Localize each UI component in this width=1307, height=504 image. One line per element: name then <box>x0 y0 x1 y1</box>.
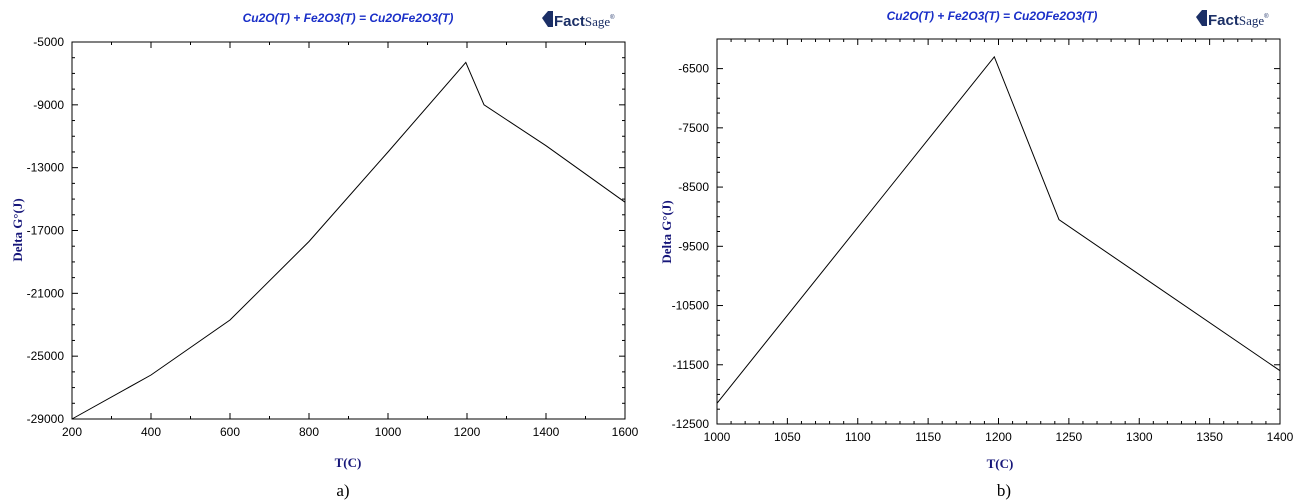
chart-b-title: Cu2O(T) + Fe2O3(T) = Cu2OFe2O3(T) <box>887 9 1098 23</box>
chart-a-y-tick-label: -13000 <box>27 161 65 175</box>
chart-b-x-tick-label: 1200 <box>985 430 1012 444</box>
chart-b-y-tick-label: -11500 <box>673 358 710 372</box>
chart-b-y-axis-label: Delta G°(J) <box>659 200 674 263</box>
chart-a-y-tick-label: -21000 <box>27 286 65 300</box>
chart-a-x-tick-label: 200 <box>62 425 82 439</box>
chart-b-x-tick-label: 1150 <box>915 430 941 444</box>
chart-a-y-tick-label: -17000 <box>27 224 65 238</box>
chart-a-logo: FactSage® <box>542 11 615 30</box>
chart-b-x-tick-label: 1350 <box>1196 430 1223 444</box>
chart-b-panel-label: b) <box>997 481 1011 500</box>
chart-a-x-tick-label: 1200 <box>454 425 481 439</box>
chart-a-series-line <box>71 61 626 420</box>
chart-a-x-tick-label: 800 <box>299 425 319 439</box>
chart-a-x-tick-label: 600 <box>220 425 240 439</box>
chart-b-x-tick-label: 1400 <box>1267 430 1294 444</box>
chart-a-y-tick-label: -25000 <box>27 349 65 363</box>
chart-b-x-axis-label: T(C) <box>987 456 1014 471</box>
chart-b-y-tick-label: -6500 <box>678 62 709 76</box>
factsage-logo-icon <box>1196 10 1207 26</box>
chart-a-y-tick-label: -29000 <box>27 412 65 426</box>
chart-a-x-tick-label: 400 <box>141 425 161 439</box>
chart-a-x-tick-labels: 200 400 600 800 1000 1200 1400 1600 <box>62 425 639 439</box>
factsage-logo-icon <box>542 11 553 27</box>
chart-b-x-tick-label: 1100 <box>845 430 871 444</box>
chart-b-x-tick-label: 1300 <box>1126 430 1153 444</box>
chart-a-logo-light: Sage <box>585 14 611 29</box>
chart-b-plot-frame <box>716 38 1281 425</box>
chart-b-series-line <box>716 55 1281 404</box>
chart-a-x-tick-label: 1400 <box>533 425 560 439</box>
chart-a-panel-label: a) <box>336 481 349 500</box>
chart-a-y-axis-label: Delta G°(J) <box>10 198 25 261</box>
chart-a: Cu2O(T) + Fe2O3(T) = Cu2OFe2O3(T) FactSa… <box>10 11 639 500</box>
chart-a-y-tick-label: -5000 <box>33 35 64 49</box>
chart-b-ticks <box>716 39 1281 425</box>
chart-b-logo-bold: Fact <box>1208 12 1239 29</box>
chart-a-ticks <box>71 41 626 420</box>
chart-a-x-tick-label: 1600 <box>612 425 639 439</box>
chart-b-y-tick-label: -8500 <box>678 180 709 194</box>
svg-text:FactSage®: FactSage® <box>554 13 615 30</box>
chart-b-x-tick-label: 1250 <box>1056 430 1083 444</box>
chart-b-x-tick-labels: 1000 1050 1100 1150 1200 1250 1300 1350 1400 <box>704 430 1294 444</box>
chart-b: Cu2O(T) + Fe2O3(T) = Cu2OFe2O3(T) FactSa… <box>659 9 1294 500</box>
chart-b-y-tick-label: -9500 <box>678 239 709 253</box>
chart-a-logo-bold: Fact <box>554 13 585 30</box>
chart-b-x-tick-label: 1000 <box>704 430 731 444</box>
chart-a-title: Cu2O(T) + Fe2O3(T) = Cu2OFe2O3(T) <box>243 11 454 25</box>
chart-a-y-tick-labels: -29000 -25000 -21000 -17000 -13000 -9000 -5000 <box>27 35 65 426</box>
chart-b-logo-light: Sage <box>1239 13 1265 28</box>
chart-a-logo-mark: ® <box>610 14 615 21</box>
chart-b-y-tick-labels: -12500 -11500 -10500 -9500 -8500 -7500 -6500 <box>672 62 710 431</box>
chart-b-y-tick-label: -7500 <box>678 121 709 135</box>
chart-b-x-tick-label: 1050 <box>774 430 801 444</box>
chart-a-x-tick-label: 1000 <box>375 425 402 439</box>
svg-text:FactSage®: FactSage® <box>1208 12 1269 29</box>
chart-b-logo: FactSage® <box>1196 10 1269 29</box>
chart-b-y-tick-label: -12500 <box>672 417 710 431</box>
chart-a-plot-frame <box>71 41 626 420</box>
chart-a-x-axis-label: T(C) <box>335 455 362 470</box>
chart-b-y-tick-label: -10500 <box>672 299 710 313</box>
chart-b-logo-mark: ® <box>1264 13 1269 20</box>
chart-a-y-tick-label: -9000 <box>33 98 64 112</box>
